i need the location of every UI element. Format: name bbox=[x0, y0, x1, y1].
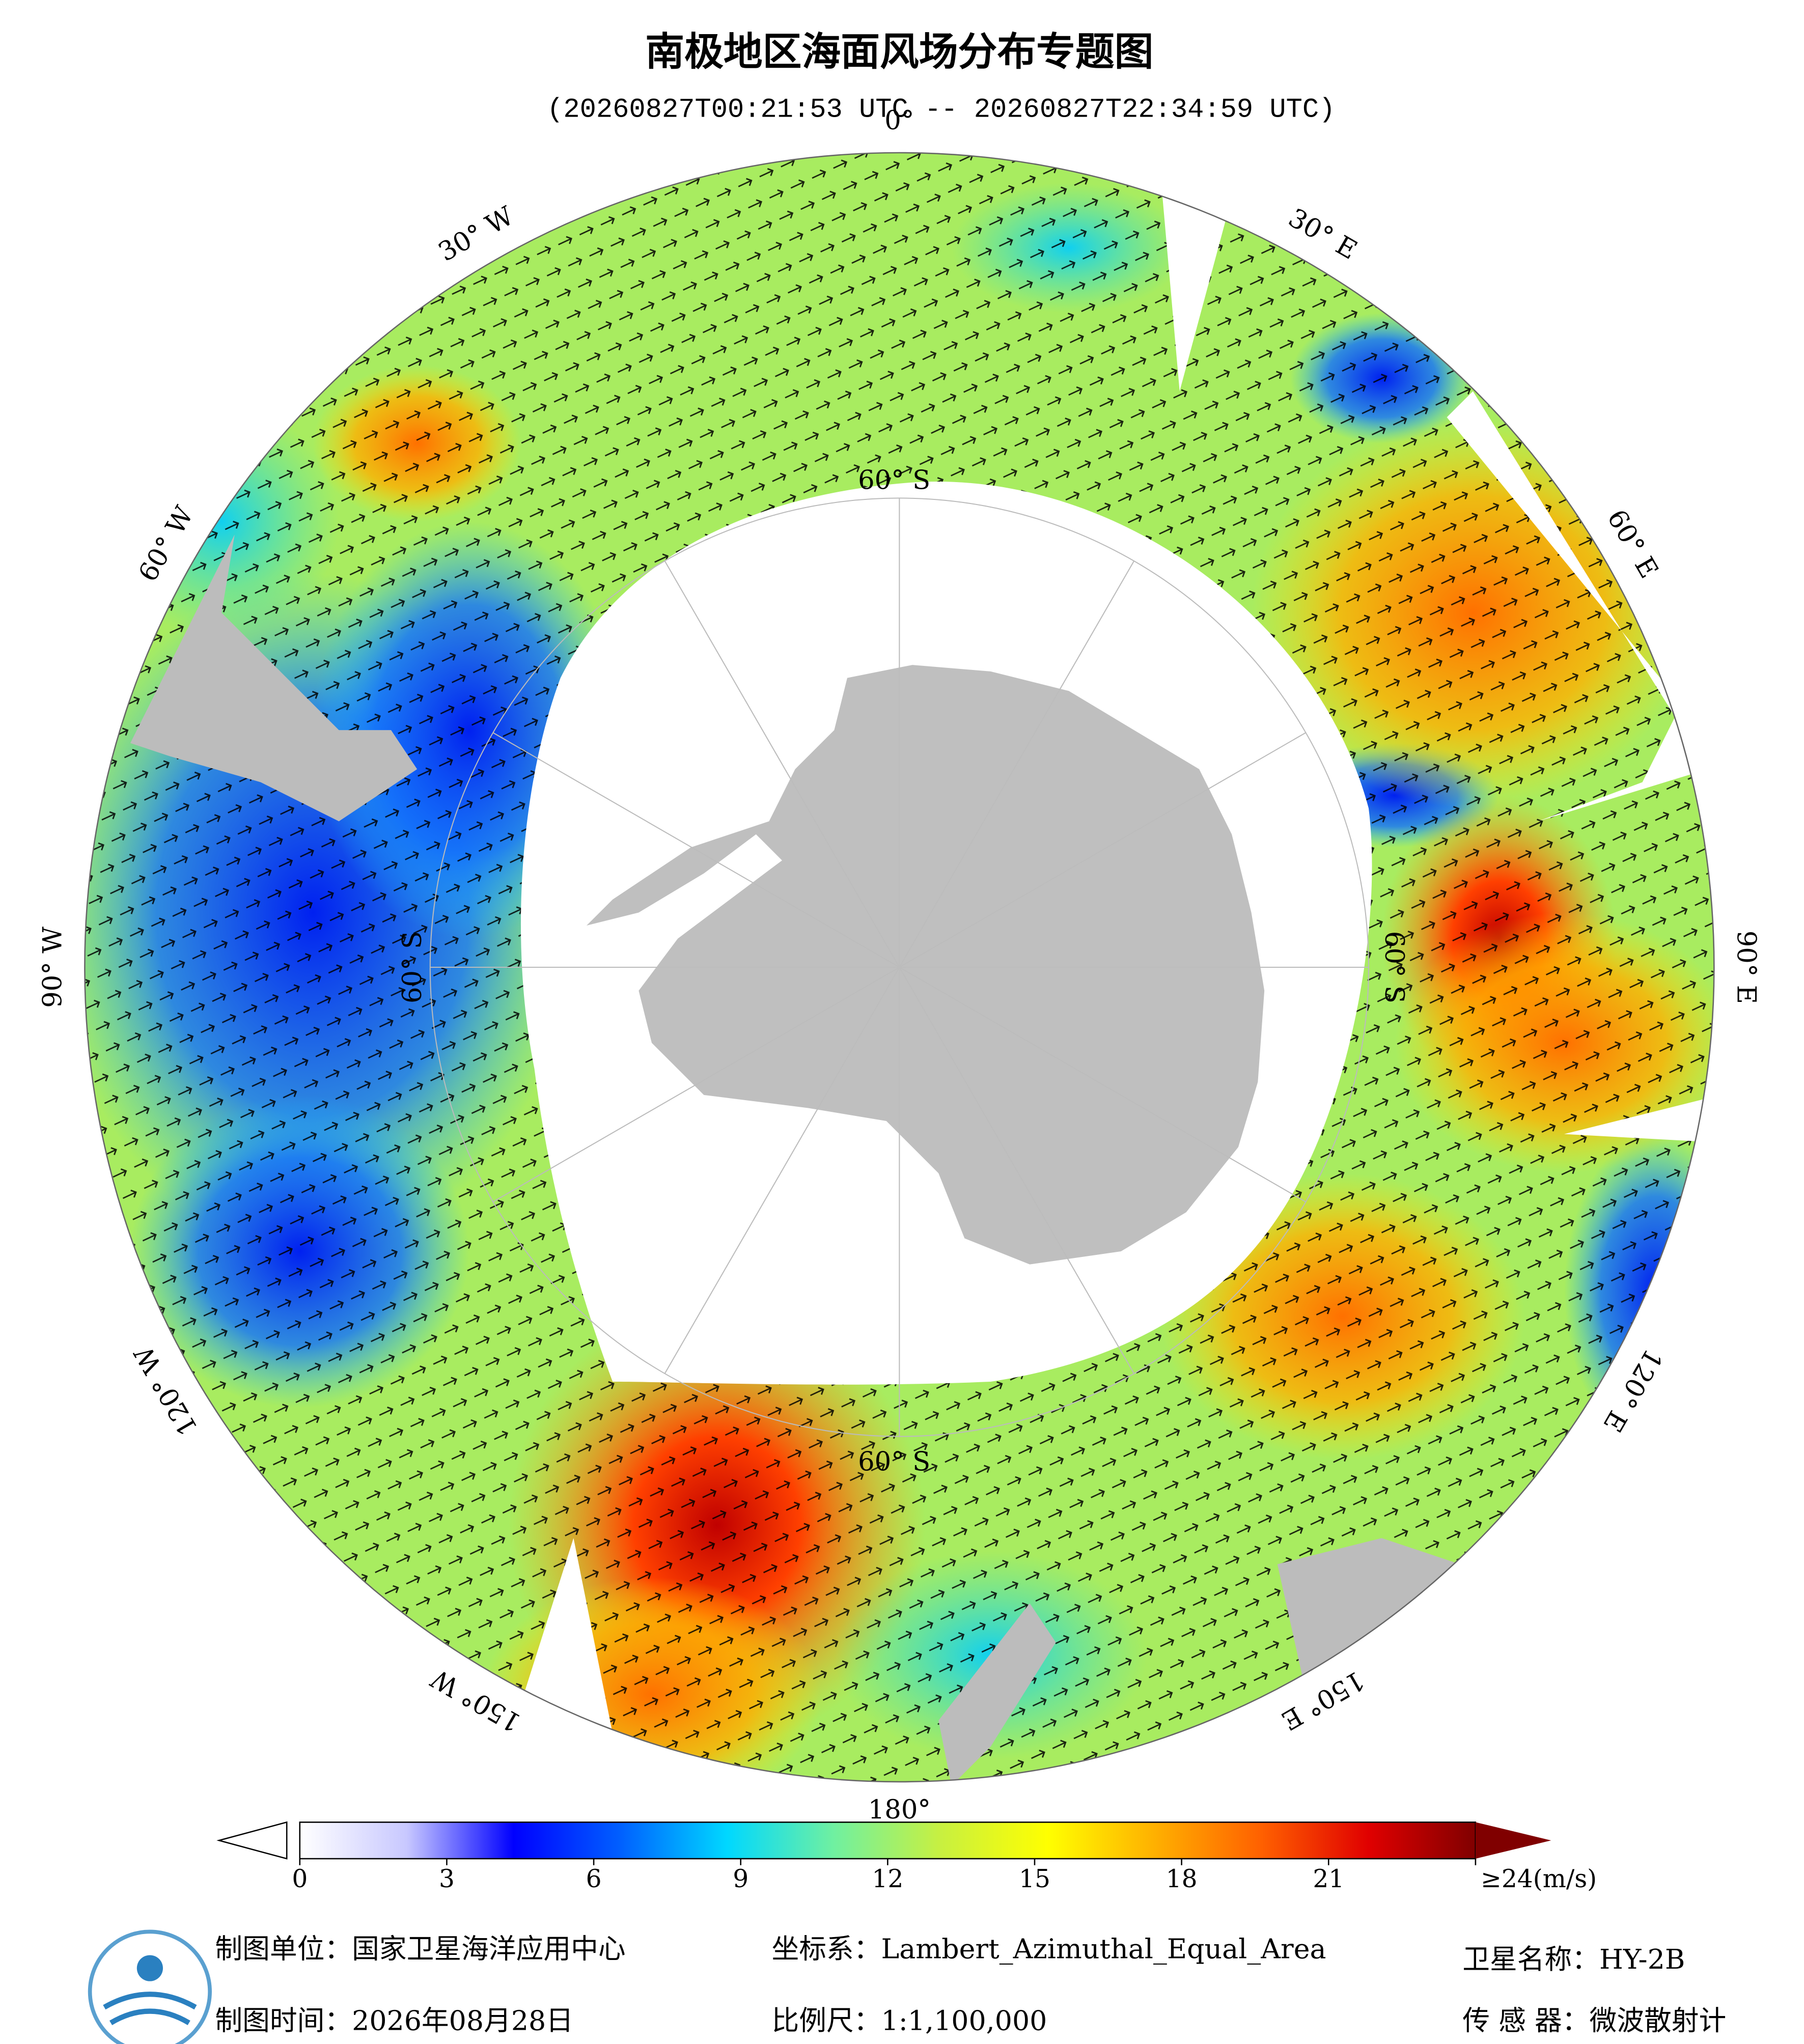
footer-time: 制图时间：2026年08月28日 bbox=[215, 2005, 573, 2037]
colorbar-over bbox=[1475, 1822, 1551, 1859]
colorbar-tick-label: 12 bbox=[872, 1865, 903, 1893]
footer-unit: 制图单位：国家卫星海洋应用中心 bbox=[215, 1933, 625, 1965]
colorbar-tick-label: ≥24(m/s) bbox=[1481, 1865, 1597, 1893]
footer-scale: 比例尺：1:1,100,000 bbox=[772, 2005, 1047, 2037]
colorbar-tick-label: 18 bbox=[1166, 1865, 1198, 1893]
colorbar-tick-label: 21 bbox=[1313, 1865, 1344, 1893]
lat-label: 60° S bbox=[858, 1446, 930, 1477]
lon-label: 90° W bbox=[38, 927, 68, 1008]
footer-satellite: 卫星名称：HY-2B bbox=[1462, 1943, 1685, 1975]
logo bbox=[88, 1929, 212, 2044]
logo-ring bbox=[88, 1929, 212, 2044]
colorbar-body bbox=[299, 1822, 1477, 1860]
footer-sensor: 传 感 器：微波散射计 bbox=[1462, 2005, 1726, 2037]
lon-label: 90° E bbox=[1731, 931, 1761, 1004]
map-border bbox=[84, 152, 1715, 1783]
colorbar-tick-label: 3 bbox=[439, 1865, 455, 1893]
lon-label: 180° bbox=[868, 1795, 931, 1825]
colorbar-tick-label: 0 bbox=[292, 1865, 308, 1893]
title: 南极地区海面风场分布专题图 bbox=[645, 29, 1153, 75]
subtitle: (20260827T00:21:53 UTC -- 20260827T22:34… bbox=[547, 95, 1335, 126]
lon-label: 0° bbox=[884, 105, 914, 136]
lat-label: 60° S bbox=[1379, 931, 1409, 1003]
colorbar-tick-label: 9 bbox=[733, 1865, 748, 1893]
logo-sat bbox=[136, 1955, 163, 1981]
lat-label: 60° S bbox=[858, 465, 930, 496]
land bbox=[938, 1538, 1460, 1782]
colorbar-tick-label: 6 bbox=[586, 1865, 602, 1893]
land bbox=[130, 535, 418, 822]
colorbar-tick-label: 15 bbox=[1019, 1865, 1050, 1893]
antarctica bbox=[586, 665, 1265, 1265]
footer-crs: 坐标系：Lambert_Azimuthal_Equal_Area bbox=[772, 1933, 1326, 1965]
lat-label: 60° S bbox=[397, 931, 428, 1003]
logo-waves bbox=[103, 1992, 197, 2025]
colorbar: 0 3 6 9 12 15 18 21 ≥24(m/s) bbox=[216, 1821, 1597, 1893]
parallel bbox=[429, 497, 1369, 1437]
colorbar-under bbox=[216, 1821, 288, 1860]
